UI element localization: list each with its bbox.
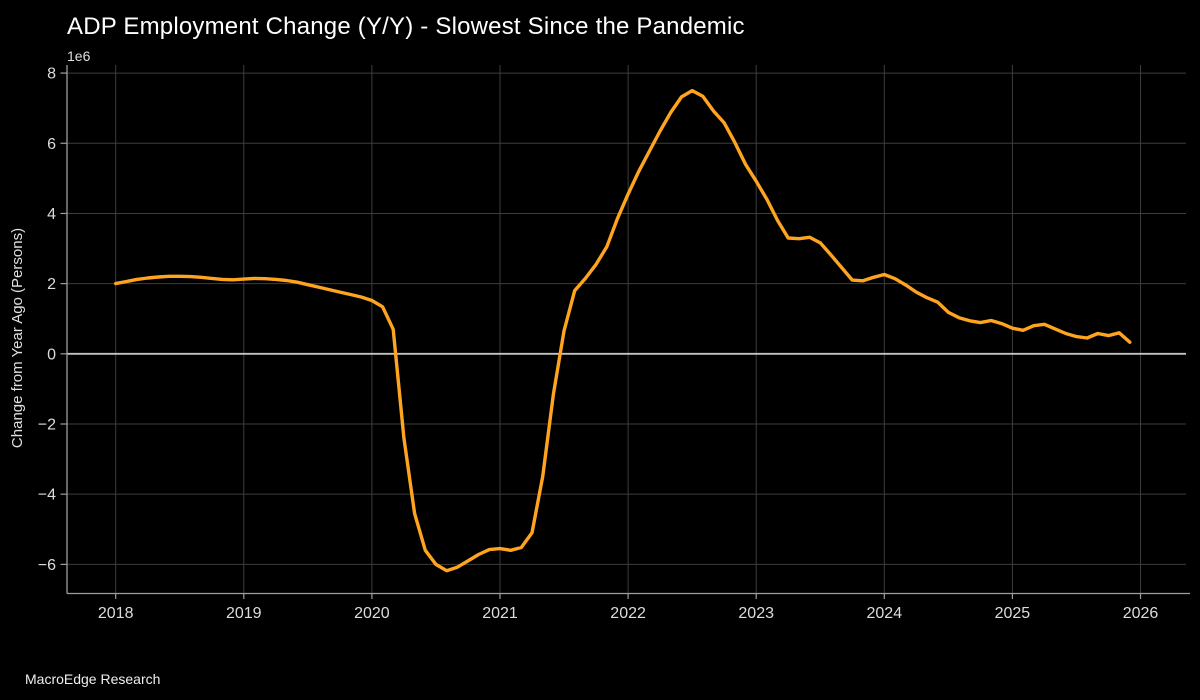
x-tick-label: 2019 xyxy=(226,605,262,622)
chart-title: ADP Employment Change (Y/Y) - Slowest Si… xyxy=(67,13,745,40)
x-tick-label: 2023 xyxy=(738,605,774,622)
y-tick-label: 2 xyxy=(47,276,56,293)
x-tick-label: 2021 xyxy=(482,605,518,622)
x-tick-label: 2025 xyxy=(995,605,1031,622)
y-tick-label: −2 xyxy=(38,417,56,434)
gridlines xyxy=(67,65,1186,594)
x-tick-label: 2026 xyxy=(1123,605,1159,622)
y-tick-label: 4 xyxy=(47,206,56,223)
employment-change-line xyxy=(114,88,1132,573)
y-axis-label: Change from Year Ago (Persons) xyxy=(9,228,26,448)
y-tick-label: −6 xyxy=(38,557,56,574)
y-tick-label: 6 xyxy=(47,136,56,153)
axis-tick-marks xyxy=(60,72,1142,599)
x-tick-label: 2022 xyxy=(610,605,646,622)
y-tick-labels: −6 −4 −2 0 2 4 6 8 xyxy=(38,66,56,574)
x-tick-label: 2024 xyxy=(867,605,903,622)
x-tick-label: 2018 xyxy=(98,605,134,622)
y-tick-label: 8 xyxy=(47,66,56,83)
series-layer xyxy=(114,88,1132,573)
x-tick-labels: 2018 2019 2020 2021 2022 2023 2024 2025 2026 xyxy=(98,605,1159,622)
source-credit: MacroEdge Research xyxy=(25,671,160,687)
x-tick-label: 2020 xyxy=(354,605,390,622)
y-tick-label: −4 xyxy=(38,487,56,504)
y-tick-label: 0 xyxy=(47,346,56,363)
y-axis-offset-text: 1e6 xyxy=(67,48,91,64)
